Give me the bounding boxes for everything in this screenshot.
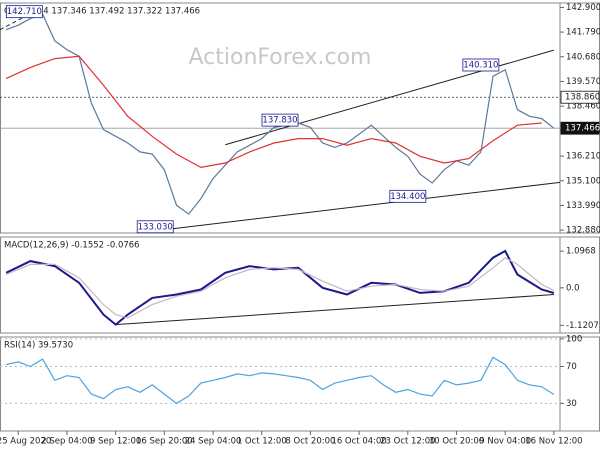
panel-border xyxy=(0,236,600,334)
x-tick-label: 24 Sep 04:00 xyxy=(185,437,242,447)
x-tick-label: 1 Oct 12:00 xyxy=(237,437,287,447)
x-tick-label: 25 Aug 2020 xyxy=(0,437,51,447)
y-tick-label: 135.100 xyxy=(566,176,600,186)
y-tick-label: 139.570 xyxy=(566,77,600,87)
panel-title: MACD(12,26,9) -0.1552 -0.0766 xyxy=(4,241,140,251)
y-tick-label: 1.0968 xyxy=(566,247,596,257)
annotation-box xyxy=(462,58,500,72)
x-tick-label: 16 Sep 20:00 xyxy=(136,437,193,447)
watermark: ActionForex.com xyxy=(189,45,372,70)
y-tick-label: 142.900 xyxy=(566,3,600,13)
panel-title: RSI(14) 39.5730 xyxy=(4,341,73,351)
annotation-box xyxy=(136,220,174,234)
annotation-label: 134.400 xyxy=(390,192,425,202)
y-tick-label: 133.990 xyxy=(566,201,600,211)
panel-border xyxy=(0,2,600,234)
y-tick-label: 100 xyxy=(566,334,582,344)
annotation-label: 137.830 xyxy=(262,116,297,126)
x-tick-label: 16 Nov 12:00 xyxy=(525,437,582,447)
panel-title: GBPJPY,H4 137.346 137.492 137.322 137.46… xyxy=(4,7,200,17)
annotation-box xyxy=(389,189,427,203)
y-tick-label: 70 xyxy=(566,362,577,372)
x-tick-label: 16 Oct 04:00 xyxy=(331,437,386,447)
y-tick-label: 30 xyxy=(566,399,577,409)
annotation-box xyxy=(5,5,43,19)
price-label: 137.466 xyxy=(565,124,600,134)
x-tick-label: 2 Sep 04:00 xyxy=(41,437,92,447)
x-tick-label: 23 Oct 12:00 xyxy=(380,437,435,447)
y-tick-label: 141.790 xyxy=(566,28,600,38)
annotation-label: 140.310 xyxy=(463,61,498,71)
x-tick-label: 9 Nov 04:00 xyxy=(479,437,531,447)
series-line xyxy=(5,256,555,319)
y-tick-label: 138.460 xyxy=(566,102,600,112)
panel-border xyxy=(0,336,600,432)
y-tick-label: 0.0 xyxy=(566,283,580,293)
annotation-label: 142.710 xyxy=(7,7,42,17)
series-line xyxy=(5,356,555,405)
price-label: 138.860 xyxy=(565,93,600,103)
y-tick-label: -1.1207 xyxy=(566,321,599,331)
x-tick-label: 30 Oct 20:00 xyxy=(429,437,484,447)
annotation-label: 133.030 xyxy=(138,222,173,232)
trendline xyxy=(0,7,43,31)
price-label-box xyxy=(560,121,600,135)
series-line xyxy=(5,55,542,169)
y-tick-label: 140.680 xyxy=(566,52,600,62)
y-tick-label: 136.210 xyxy=(566,152,600,162)
trendline xyxy=(170,181,561,230)
x-tick-label: 8 Oct 20:00 xyxy=(285,437,335,447)
annotation-box xyxy=(261,113,299,127)
y-tick-label: 132.880 xyxy=(566,226,600,236)
x-tick-label: 9 Sep 12:00 xyxy=(90,437,141,447)
price-label-box xyxy=(560,90,600,104)
trendline xyxy=(115,294,554,326)
